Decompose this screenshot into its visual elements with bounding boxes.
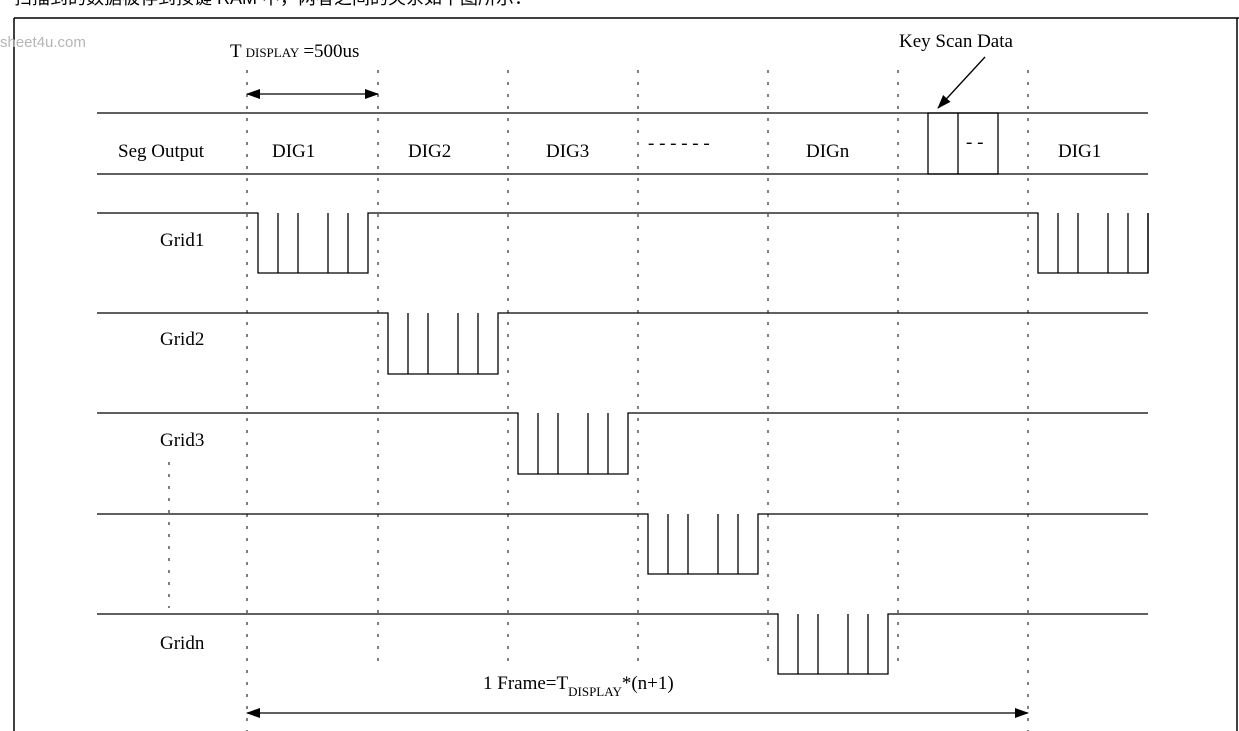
frame-label: 1 Frame=TDISPLAY*(n+1) <box>483 673 674 699</box>
key-scan-box <box>927 112 999 175</box>
grid-label-2: Grid2 <box>160 329 204 350</box>
t-display-suffix: =500us <box>303 41 359 62</box>
seg-output-row: Seg Output DIG1 DIG2 DIG3 - - - - - - DI… <box>97 112 1148 175</box>
digit-label-2: DIG2 <box>408 141 451 162</box>
watermark-text: sheet4u.com <box>0 34 86 51</box>
grid-label-1: Grid1 <box>160 230 204 251</box>
t-display-label: T DISPLAY =500us <box>230 41 359 62</box>
key-scan-ellipsis: - - <box>966 132 983 153</box>
digit-label-1-repeat: DIG1 <box>1058 141 1101 162</box>
key-scan-pointer-arrow <box>937 56 986 109</box>
grid-label-n: Gridn <box>160 633 205 654</box>
digit-label-3: DIG3 <box>546 141 589 162</box>
grid-rows: Grid1 Grid2 Grid3 Gridn <box>97 212 1149 675</box>
t-display-sub: DISPLAY <box>246 45 300 60</box>
grid3-pulse-dividers <box>537 413 609 474</box>
grid3-waveform <box>97 412 1148 475</box>
digit-label-1: DIG1 <box>272 141 315 162</box>
grid4-pulse-dividers <box>667 514 739 574</box>
grid1-pulse-dividers <box>277 213 349 273</box>
seg-output-label: Seg Output <box>118 141 205 162</box>
grid-label-3: Grid3 <box>160 430 204 451</box>
grid2-pulse-dividers <box>407 313 479 374</box>
frame-prefix: 1 Frame=T <box>483 673 569 694</box>
key-scan-label: Key Scan Data <box>899 31 1014 52</box>
grid1-repeat-dividers <box>1057 213 1129 273</box>
digit-ellipsis: - - - - - - <box>648 133 710 154</box>
time-guide-lines <box>246 70 1029 731</box>
digit-label-n: DIGn <box>806 141 850 162</box>
grid2-waveform <box>97 312 1148 375</box>
frame-sub: DISPLAY <box>568 684 622 699</box>
t-display-prefix: T <box>230 41 242 62</box>
gridn-pulse-dividers <box>797 614 869 674</box>
gridn-waveform <box>97 613 1148 675</box>
frame-suffix: *(n+1) <box>622 673 674 694</box>
grid4-waveform <box>97 513 1148 575</box>
header-text: 扫描到的数据被存到按键 RAM 中，两者之间的关系如下图所示： <box>14 0 532 8</box>
grid1-waveform <box>97 212 1149 274</box>
